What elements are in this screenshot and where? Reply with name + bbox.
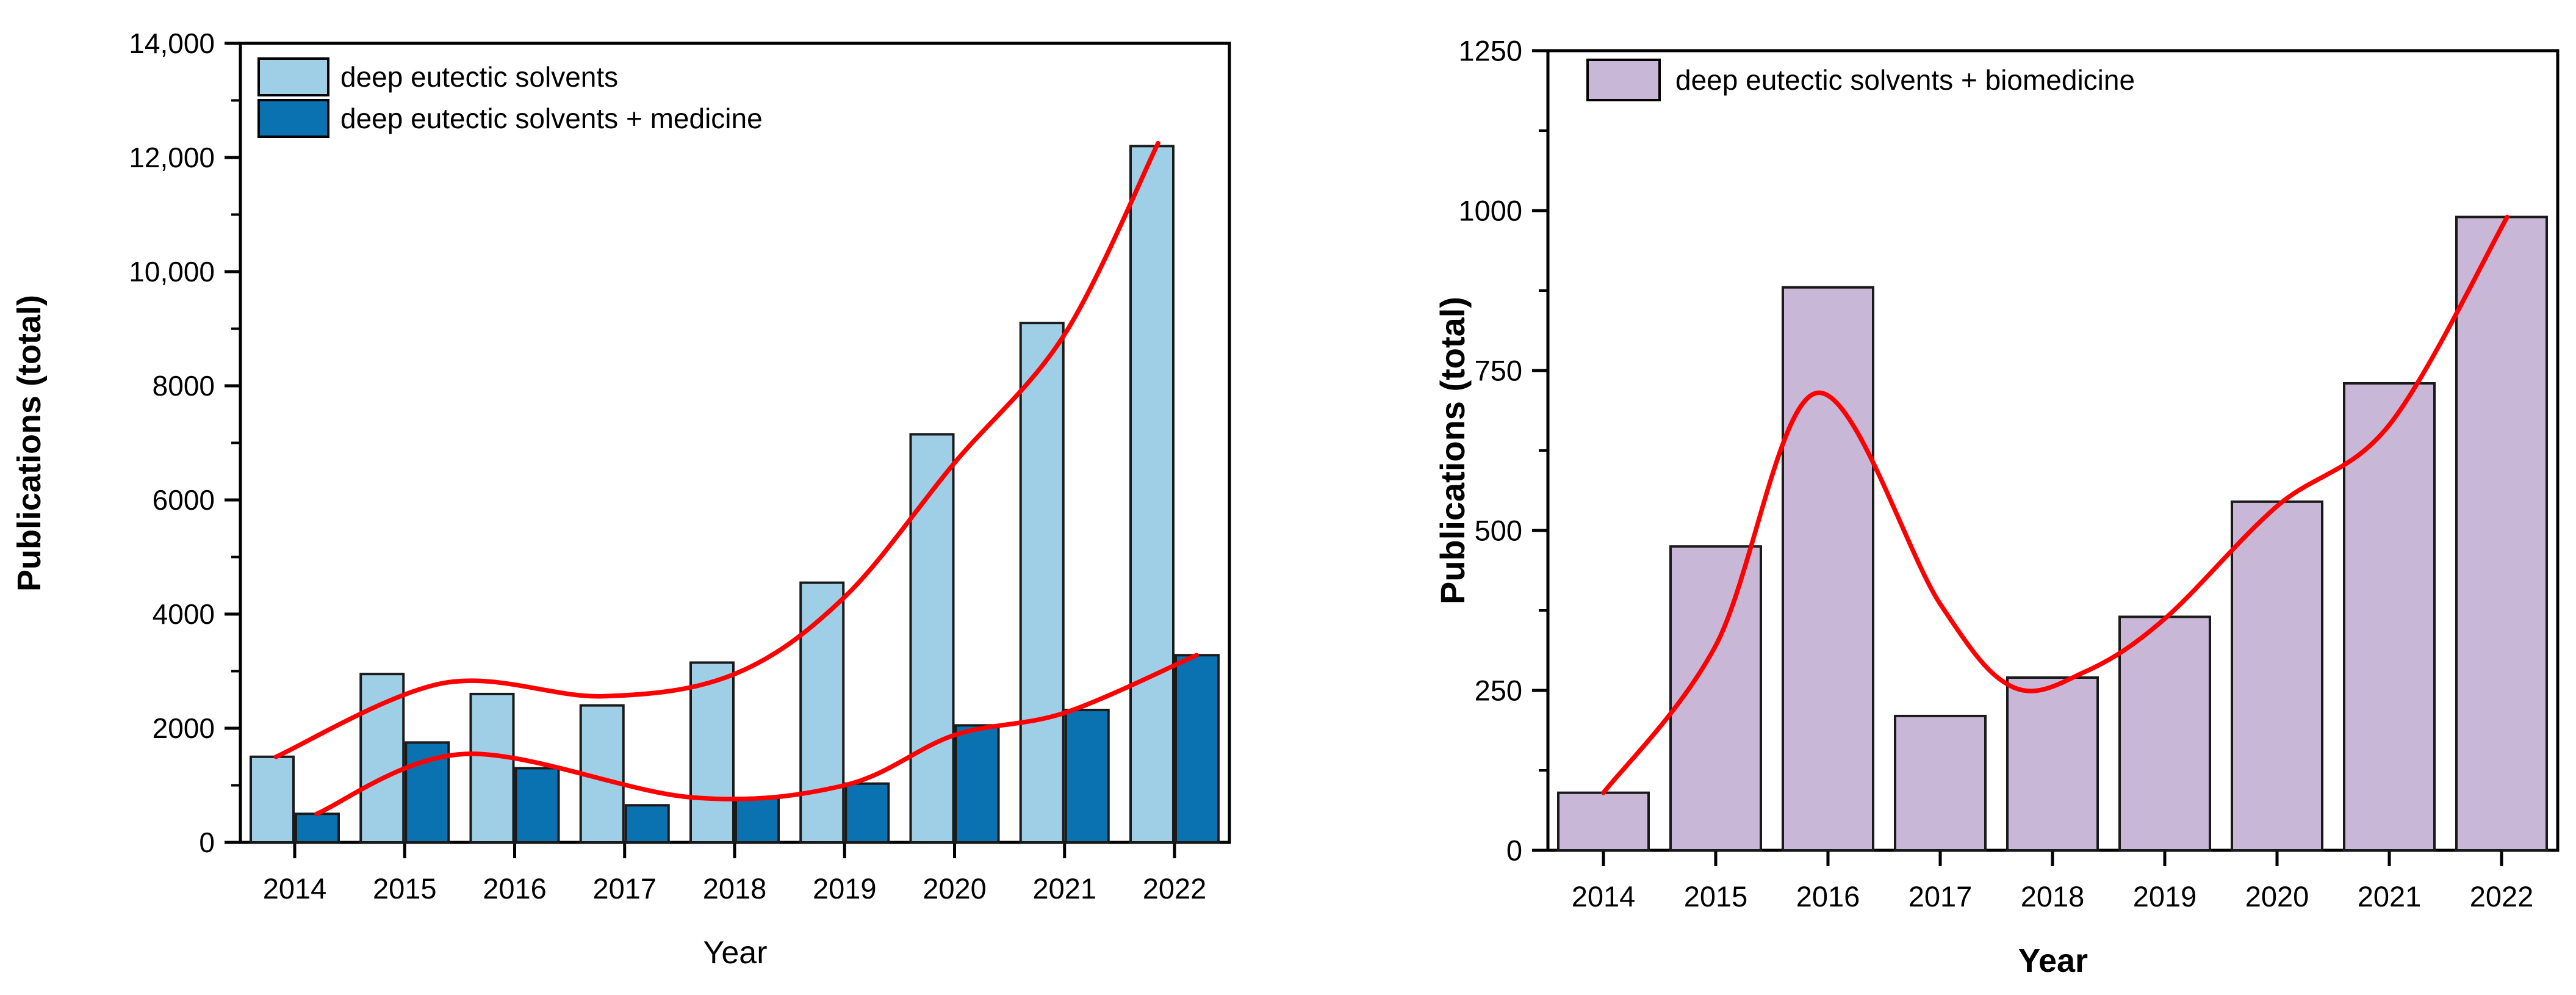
- x-tick-label: 2015: [373, 872, 437, 905]
- trend-curve-0: [273, 140, 1160, 759]
- bar-2014-s0: [1557, 791, 1650, 852]
- y-tick-label: 250: [1475, 674, 1522, 706]
- bar-2017-s1: [624, 804, 670, 844]
- y-tick-label: 4000: [153, 598, 215, 630]
- bar-2021-s0: [1019, 322, 1065, 844]
- x-tick-label: 2017: [592, 872, 657, 905]
- x-axis-title: Year: [2018, 943, 2088, 979]
- legend-swatch-0: [257, 57, 329, 96]
- bar-2019-s0: [2118, 615, 2211, 852]
- bar-2022-s1: [1175, 654, 1220, 844]
- bar-2020-s0: [2231, 500, 2323, 852]
- x-tick-label: 2019: [2133, 880, 2197, 913]
- bar-2014-s0: [250, 755, 295, 844]
- y-tick-label: 0: [199, 827, 215, 858]
- bar-2022-s0: [1129, 145, 1175, 844]
- y-tick-label: 14,000: [129, 27, 215, 59]
- bar-2020-s1: [954, 724, 1000, 844]
- x-tick-label: 2021: [2358, 880, 2422, 913]
- y-axis-title: Publications (total): [11, 295, 48, 592]
- x-tick-label: 2018: [703, 872, 767, 905]
- y-tick-label: 1250: [1458, 34, 1522, 67]
- x-tick-label: 2018: [2021, 880, 2085, 913]
- x-tick-label: 2020: [923, 872, 987, 905]
- y-tick-label: 6000: [153, 484, 215, 516]
- trend-curve-1: [314, 653, 1199, 817]
- y-tick-label: 750: [1475, 354, 1522, 386]
- x-tick-label: 2017: [1909, 880, 1973, 913]
- bar-2016-s0: [1782, 286, 1874, 852]
- bar-2014-s1: [295, 812, 340, 844]
- bar-2018-s0: [2006, 676, 2099, 852]
- x-axis-title: Year: [703, 935, 767, 971]
- x-tick-label: 2020: [2245, 880, 2309, 913]
- bar-2016-s1: [514, 767, 560, 844]
- bar-2015-s0: [1669, 545, 1762, 852]
- bar-2020-s0: [909, 433, 955, 844]
- bar-2021-s1: [1064, 709, 1110, 844]
- y-tick-label: 2000: [153, 712, 215, 744]
- y-tick-label: 10,000: [129, 256, 215, 288]
- y-tick-label: 8000: [153, 370, 215, 402]
- bar-2021-s0: [2343, 382, 2436, 852]
- legend-swatch-0: [1586, 59, 1661, 101]
- x-tick-label: 2014: [263, 872, 327, 905]
- y-tick-label: 1000: [1458, 194, 1522, 226]
- bar-2016-s0: [469, 692, 515, 844]
- bar-2018-s1: [735, 797, 780, 844]
- x-tick-label: 2016: [1796, 880, 1860, 913]
- legend-label-1: deep eutectic solvents + medicine: [340, 103, 763, 134]
- legend-swatch-1: [257, 99, 329, 138]
- x-tick-label: 2022: [2470, 880, 2534, 913]
- bar-2022-s0: [2455, 215, 2548, 852]
- x-tick-label: 2016: [483, 872, 547, 905]
- legend-label-0: deep eutectic solvents + biomedicine: [1675, 64, 2135, 96]
- x-tick-label: 2022: [1143, 872, 1207, 905]
- right-chart-des-biomedicine: 0 250 500 750 1000 1250 2014 2015 2016 2017 2018 20…: [1433, 34, 2560, 979]
- x-tick-label: 2019: [813, 872, 877, 905]
- bar-2017-s0: [1894, 714, 1987, 852]
- trend-curve-0: [1601, 214, 2509, 795]
- y-tick-label: 12,000: [129, 142, 215, 173]
- legend-label-0: deep eutectic solvents: [340, 61, 618, 93]
- y-tick-label: 0: [1506, 834, 1522, 866]
- bar-2018-s0: [689, 661, 735, 844]
- left-chart-des-medicine: 0 2000 4000 6000 8000 10,000 12,000 14,000 2014 2…: [11, 27, 1231, 971]
- bar-2019-s1: [844, 782, 890, 844]
- y-axis-title: Publications (total): [1433, 297, 1472, 604]
- y-tick-label: 500: [1475, 514, 1522, 546]
- x-tick-label: 2015: [1684, 880, 1748, 913]
- x-tick-label: 2014: [1572, 880, 1636, 913]
- x-tick-label: 2021: [1032, 872, 1096, 905]
- bar-2019-s0: [799, 581, 845, 844]
